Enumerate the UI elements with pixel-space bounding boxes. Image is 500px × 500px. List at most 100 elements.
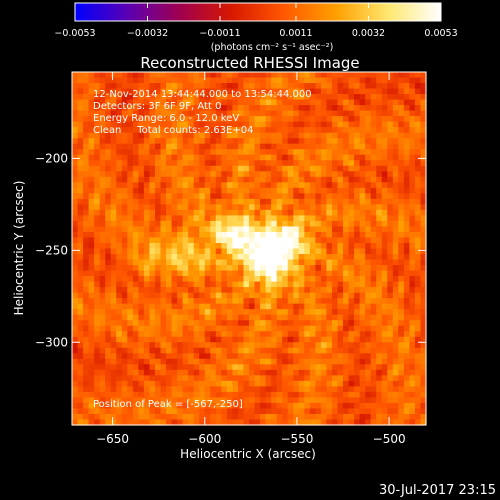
heatmap-cell [282,226,289,233]
heatmap-cell [287,110,294,117]
heatmap-cell [265,88,272,95]
heatmap-cell [254,358,261,365]
heatmap-cell [182,358,189,365]
heatmap-cell [72,105,79,112]
heatmap-cell [99,380,106,387]
heatmap-cell [398,110,405,117]
heatmap-cell [72,198,79,205]
heatmap-cell [420,138,427,145]
heatmap-cell [127,198,134,205]
heatmap-cell [237,132,245,139]
heatmap-cell [138,204,145,211]
heatmap-cell [138,83,145,90]
heatmap-cell [392,314,399,321]
heatmap-cell [331,220,339,228]
heatmap-cell [121,116,128,123]
heatmap-cell [359,187,366,194]
heatmap-cell [376,248,383,255]
heatmap-cell [160,83,167,90]
heatmap-cell [210,187,217,194]
heatmap-cell [160,121,167,128]
heatmap-cell [127,110,134,117]
heatmap-cell [110,342,117,349]
heatmap-cell [166,413,173,421]
heatmap-cell [199,369,206,376]
heatmap-cell [121,88,128,95]
heatmap-cell [287,281,294,288]
heatmap-cell [348,380,355,387]
heatmap-cell [243,99,250,106]
heatmap-cell [260,220,267,228]
heatmap-cell [315,270,322,277]
heatmap-cell [154,110,162,117]
heatmap-cell [171,270,178,277]
heatmap-cell [193,182,200,189]
heatmap-cell [414,165,422,172]
heatmap-cell [149,132,156,139]
heatmap-cell [72,292,79,299]
heatmap-cell [265,171,272,178]
heatmap-cell [72,386,79,393]
heatmap-cell [309,265,316,272]
heatmap-cell [121,303,128,310]
heatmap-cell [315,198,322,205]
heatmap-cell [282,292,289,299]
heatmap-cell [127,391,134,399]
heatmap-cell [414,215,422,222]
heatmap-cell [143,298,151,305]
heatmap-cell [376,309,383,316]
heatmap-cell [94,364,101,371]
heatmap-cell [403,154,411,161]
heatmap-cell [392,132,399,139]
heatmap-cell [237,325,245,332]
heatmap-cell [376,320,383,327]
heatmap-cell [226,254,234,261]
heatmap-cell [365,347,372,354]
heatmap-cell [320,149,328,156]
heatmap-cell [370,331,377,338]
heatmap-cell [94,281,101,288]
heatmap-cell [193,413,200,421]
heatmap-cell [99,336,106,343]
heatmap-cell [226,132,234,139]
heatmap-cell [398,99,405,106]
heatmap-cell [215,325,222,332]
heatmap-cell [166,397,173,404]
heatmap-cell [293,358,300,365]
heatmap-cell [348,72,355,79]
heatmap-cell [77,187,84,194]
heatmap-cell [365,375,372,382]
heatmap-cell [127,413,134,421]
heatmap-cell [331,237,339,244]
heatmap-cell [276,154,283,161]
heatmap-cell [392,231,399,239]
heatmap-cell [226,127,234,134]
heatmap-cell [265,276,272,283]
heatmap-cell [403,72,411,79]
heatmap-cell [105,127,112,134]
heatmap-cell [420,231,427,239]
heatmap-cell [414,72,422,79]
heatmap-cell [127,347,134,354]
heatmap-cell [309,353,316,360]
heatmap-cell [403,353,411,360]
heatmap-cell [204,105,211,112]
heatmap-cell [409,380,416,387]
heatmap-cell [226,380,234,387]
heatmap-cell [182,231,189,239]
heatmap-cell [199,198,206,205]
heatmap-cell [298,391,305,399]
heatmap-cell [359,391,366,399]
heatmap-cell [171,281,178,288]
heatmap-cell [398,325,405,332]
heatmap-cell [171,204,178,211]
heatmap-cell [215,413,222,421]
heatmap-cell [254,77,261,84]
heatmap-cell [188,358,195,365]
heatmap-cell [260,265,267,272]
heatmap-cell [260,204,267,211]
heatmap-cell [359,314,366,321]
heatmap-cell [304,94,311,101]
heatmap-cell [232,77,239,84]
heatmap-cell [276,281,283,288]
